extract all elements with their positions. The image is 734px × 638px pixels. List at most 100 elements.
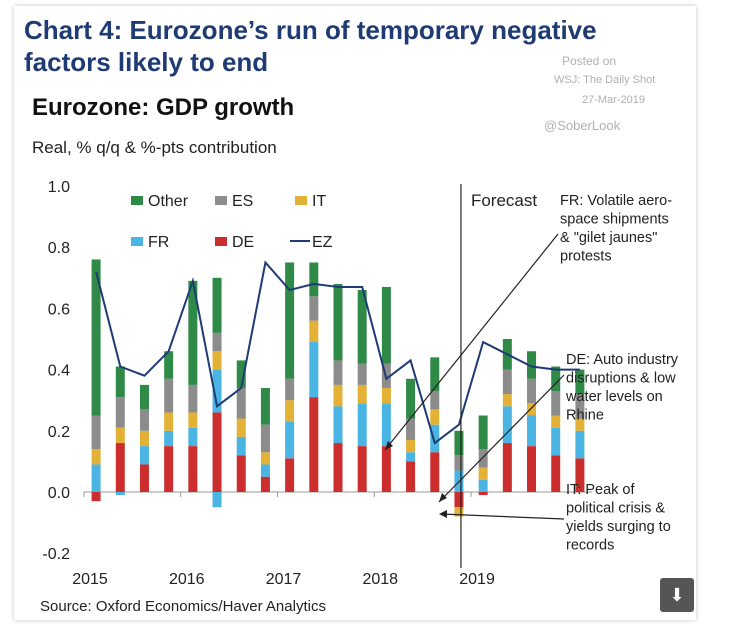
bar-segment-fr: [430, 424, 440, 453]
bar-segment-other: [236, 360, 246, 388]
annotation-it-leader: [440, 513, 565, 520]
bar-segment-it: [236, 418, 246, 437]
annotation-de-text: disruptions & low: [566, 371, 676, 387]
y-axis-label: Real, % q/q & %-pts contribution: [32, 138, 277, 157]
bar-segment-de: [527, 446, 537, 492]
bar-segment-other: [285, 262, 295, 379]
bar-segment-other: [575, 369, 585, 395]
y-tick-label: 0.0: [48, 485, 70, 502]
bar-segment-fr: [188, 427, 198, 447]
y-tick-label: 0.8: [48, 240, 70, 257]
bar-segment-other: [212, 277, 222, 333]
bar-segment-it: [139, 430, 149, 447]
watermark-date: 27-Mar-2019: [582, 94, 645, 106]
chart-card: Chart 4: Eurozone’s run of temporary neg…: [14, 6, 696, 620]
bar-segment-other: [115, 366, 125, 398]
bar-segment-es: [188, 384, 198, 413]
bar-segment-other: [406, 378, 416, 419]
bar-segment-de: [188, 446, 198, 492]
bar-segment-de: [285, 458, 295, 492]
bar-segment-other: [527, 351, 537, 379]
bar-segment-other: [333, 283, 343, 361]
bar-segment-es: [260, 424, 270, 453]
bar-segment-es: [575, 394, 585, 419]
chart-subtitle: Eurozone: GDP growth: [32, 94, 295, 121]
annotation-fr-leader: [384, 233, 559, 451]
annotation-it-text: political crisis &: [566, 501, 665, 517]
annotation-de-text: DE: Auto industry: [566, 352, 679, 368]
legend-swatch-es: [215, 196, 227, 205]
y-tick-label: 0.6: [48, 301, 70, 318]
x-tick-label: 2017: [266, 571, 302, 588]
bar-segment-es: [236, 387, 246, 419]
bar-segment-es: [285, 378, 295, 401]
watermark-source: WSJ: The Daily Shot: [554, 74, 656, 86]
bar-segment-fr: [164, 430, 174, 447]
bar-segment-it: [212, 351, 222, 370]
annotation-it-text: yields surging to: [566, 519, 671, 535]
bar-segment-other: [260, 387, 270, 425]
bar-segment-other: [139, 384, 149, 410]
y-tick-label: 0.2: [48, 424, 70, 441]
bar-segment-de: [381, 446, 391, 492]
bar-segment-de: [164, 446, 174, 492]
bar-segment-fr: [333, 406, 343, 444]
bar-segment-fr: [260, 464, 270, 477]
legend-label-fr: FR: [148, 234, 169, 251]
bar-segment-fr: [478, 479, 488, 492]
annotation-de-text: Rhine: [566, 408, 604, 424]
bar-segment-es: [309, 296, 319, 321]
bar-segment-other: [188, 280, 198, 385]
bar-segment-it: [309, 320, 319, 343]
bar-segment-it: [164, 412, 174, 431]
legend-label-de: DE: [232, 234, 254, 251]
bar-segment-de: [406, 461, 416, 492]
bar-segment-fr: [91, 464, 101, 492]
y-tick-label: 1.0: [48, 179, 70, 196]
bar-segment-es: [333, 360, 343, 385]
bar-segment-other: [357, 290, 367, 364]
bar-segment-it: [260, 452, 270, 465]
bar-segment-de: [212, 412, 222, 492]
watermark-handle: @SoberLook: [544, 118, 621, 133]
legend-label-es: ES: [232, 193, 253, 210]
bar-segment-es: [164, 378, 174, 413]
bar-segment-it: [91, 449, 101, 465]
annotation-it-text: IT: Peak of: [566, 482, 635, 498]
bar-segment-it: [333, 384, 343, 407]
bar-segment-fr: [527, 415, 537, 447]
bar-segment-fr: [212, 369, 222, 413]
chart-title: Chart 4: Eurozone’s run of temporary neg…: [24, 15, 597, 77]
download-arrow-icon: ⬇: [669, 585, 685, 605]
x-tick-label: 2019: [459, 571, 495, 588]
download-button[interactable]: ⬇: [660, 578, 694, 612]
bar-segment-it: [502, 394, 512, 407]
bar-segment-es: [430, 391, 440, 410]
annotation-it-text: records: [566, 538, 614, 554]
y-tick-label: 0.4: [48, 363, 70, 380]
legend-label-other: Other: [148, 193, 189, 210]
bar-segment-fr: [139, 446, 149, 465]
bar-segment-fr: [115, 492, 125, 496]
bar-segment-fr: [285, 421, 295, 459]
bar-segment-es: [139, 409, 149, 431]
bar-segment-it: [357, 384, 367, 404]
bar-segment-fr: [236, 436, 246, 456]
legend-label-it: IT: [312, 193, 326, 210]
bar-segment-de: [139, 464, 149, 492]
bar-segment-es: [406, 418, 416, 440]
bar-segment-it: [406, 439, 416, 453]
bar-segment-es: [91, 415, 101, 450]
legend-swatch-other: [131, 196, 143, 205]
bar-segment-fr: [502, 406, 512, 444]
annotation-de-arrowhead: [439, 493, 447, 502]
bar-segment-fr: [357, 403, 367, 447]
annotation-fr-text: & "gilet jaunes": [560, 230, 657, 246]
bar-segment-de: [357, 446, 367, 492]
legend-swatch-fr: [131, 237, 143, 246]
bar-segment-other: [91, 259, 101, 416]
annotation-fr-text: FR: Volatile aero-: [560, 193, 672, 209]
bar-segment-es: [454, 455, 464, 471]
bar-segment-es: [115, 397, 125, 428]
bar-segment-it: [285, 400, 295, 422]
